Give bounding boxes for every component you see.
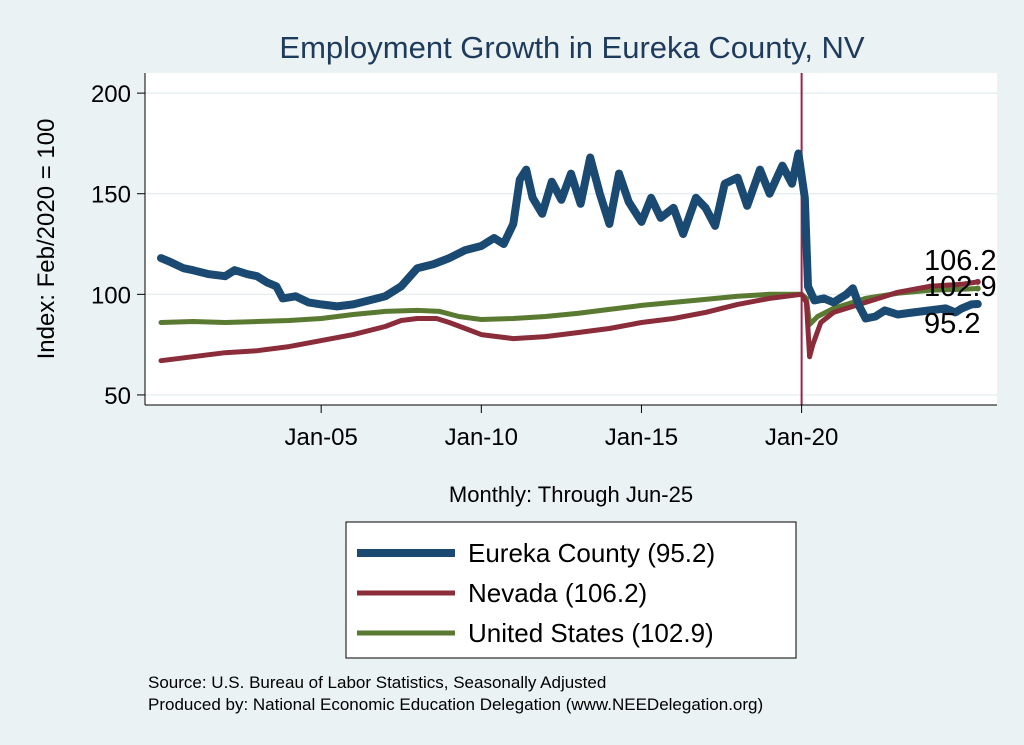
series-line-1 (158, 279, 981, 364)
end-point-1 (974, 278, 981, 285)
x-tick-label-3: Jan-20 (765, 424, 838, 451)
legend-label-2: United States (102.9) (468, 618, 714, 648)
y-tick-label-150: 150 (91, 182, 131, 209)
x-tick-label-2: Jan-15 (605, 424, 678, 451)
chart-title: Employment Growth in Eureka County, NV (279, 30, 865, 65)
x-tick-label-0: Jan-05 (284, 424, 357, 451)
axes (144, 73, 997, 406)
series-line-2 (158, 286, 981, 327)
plot-area (145, 73, 997, 405)
x-axis-label: Monthly: Through Jun-25 (449, 482, 693, 507)
end-label-0: 95.2 (924, 308, 980, 340)
y-axis-label: Index: Feb/2020 = 100 (33, 119, 60, 360)
produced-by-note: Produced by: National Economic Education… (148, 695, 763, 714)
series-lines (157, 73, 982, 405)
legend-label-1: Nevada (106.2) (468, 578, 647, 608)
y-tick-label-200: 200 (91, 81, 131, 108)
source-note: Source: U.S. Bureau of Labor Statistics,… (148, 673, 606, 692)
end-label-2: 102.9 (924, 271, 997, 303)
x-ticks: Jan-05 Jan-10 Jan-15 Jan-20 (284, 405, 838, 451)
y-ticks: 50 100 150 200 (91, 81, 145, 410)
end-point-2 (974, 285, 981, 292)
end-point-0 (974, 300, 981, 307)
y-tick-label-100: 100 (91, 282, 131, 309)
legend-label-0: Eureka County (95.2) (468, 538, 715, 568)
legend: Eureka County (95.2) Nevada (106.2) United… (345, 521, 797, 659)
end-label-1: 106.2 (924, 245, 997, 277)
series-line-0 (157, 149, 982, 323)
x-tick-label-1: Jan-10 (445, 424, 518, 451)
y-tick-label-50: 50 (104, 383, 131, 410)
